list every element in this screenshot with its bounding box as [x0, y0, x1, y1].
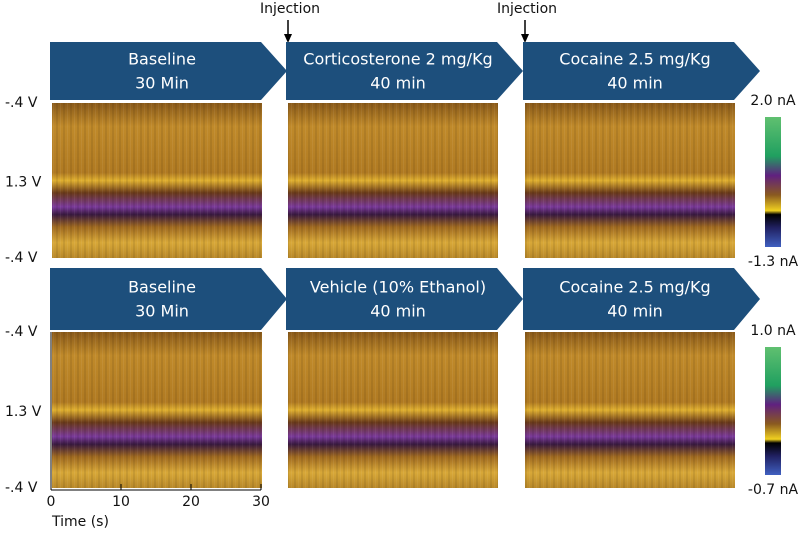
color-plot-texture: [525, 332, 735, 488]
colorbar-min: -0.7 nA: [748, 482, 799, 498]
panels: Injection Injection Baseline 30 Min Corticos…: [5, 1, 799, 530]
x-tick-label: 30: [252, 494, 270, 510]
stage-duration: 40 min: [370, 74, 426, 93]
colorbar-max: 2.0 nA: [750, 93, 796, 109]
stage-duration: 30 Min: [135, 302, 189, 321]
y-label: 1.3 V: [5, 175, 42, 191]
x-axis-label: Time (s): [51, 514, 109, 530]
stage-arrow: [50, 42, 287, 100]
arrow-head: [521, 34, 529, 43]
colorbar: [765, 117, 781, 247]
stage-arrow: [286, 42, 523, 100]
colorbar: [765, 347, 781, 475]
y-label: -.4 V: [5, 250, 38, 266]
stage-arrow: [523, 42, 760, 100]
colorbar-max: 1.0 nA: [750, 323, 796, 339]
color-plot-texture: [52, 103, 262, 258]
x-tick-label: 0: [47, 494, 56, 510]
x-tick-label: 20: [182, 494, 200, 510]
color-plot-texture: [288, 103, 498, 258]
color-plot-texture: [52, 332, 262, 488]
y-label: -.4 V: [5, 480, 38, 496]
color-plot-texture: [288, 332, 498, 488]
y-label: -.4 V: [5, 95, 38, 111]
stage-title: Cocaine 2.5 mg/Kg: [559, 278, 710, 297]
stage-title: Corticosterone 2 mg/Kg: [303, 50, 492, 69]
stage-duration: 40 min: [607, 302, 663, 321]
stage-title: Cocaine 2.5 mg/Kg: [559, 50, 710, 69]
stage-duration: 30 Min: [135, 74, 189, 93]
x-tick-label: 10: [112, 494, 130, 510]
stage-arrow: [286, 268, 523, 330]
arrow-head: [284, 34, 292, 43]
stage-title: Baseline: [128, 278, 196, 297]
injection-label: Injection: [260, 1, 320, 17]
injection-label: Injection: [497, 1, 557, 17]
y-label: -.4 V: [5, 324, 38, 340]
stage-title: Vehicle (10% Ethanol): [310, 278, 486, 297]
y-label: 1.3 V: [5, 404, 42, 420]
stage-title: Baseline: [128, 50, 196, 69]
color-plot-texture: [525, 103, 735, 258]
stage-duration: 40 min: [370, 302, 426, 321]
stage-duration: 40 min: [607, 74, 663, 93]
colorbar-min: -1.3 nA: [748, 254, 799, 270]
stage-arrow: [50, 268, 287, 330]
stage-arrow: [523, 268, 760, 330]
